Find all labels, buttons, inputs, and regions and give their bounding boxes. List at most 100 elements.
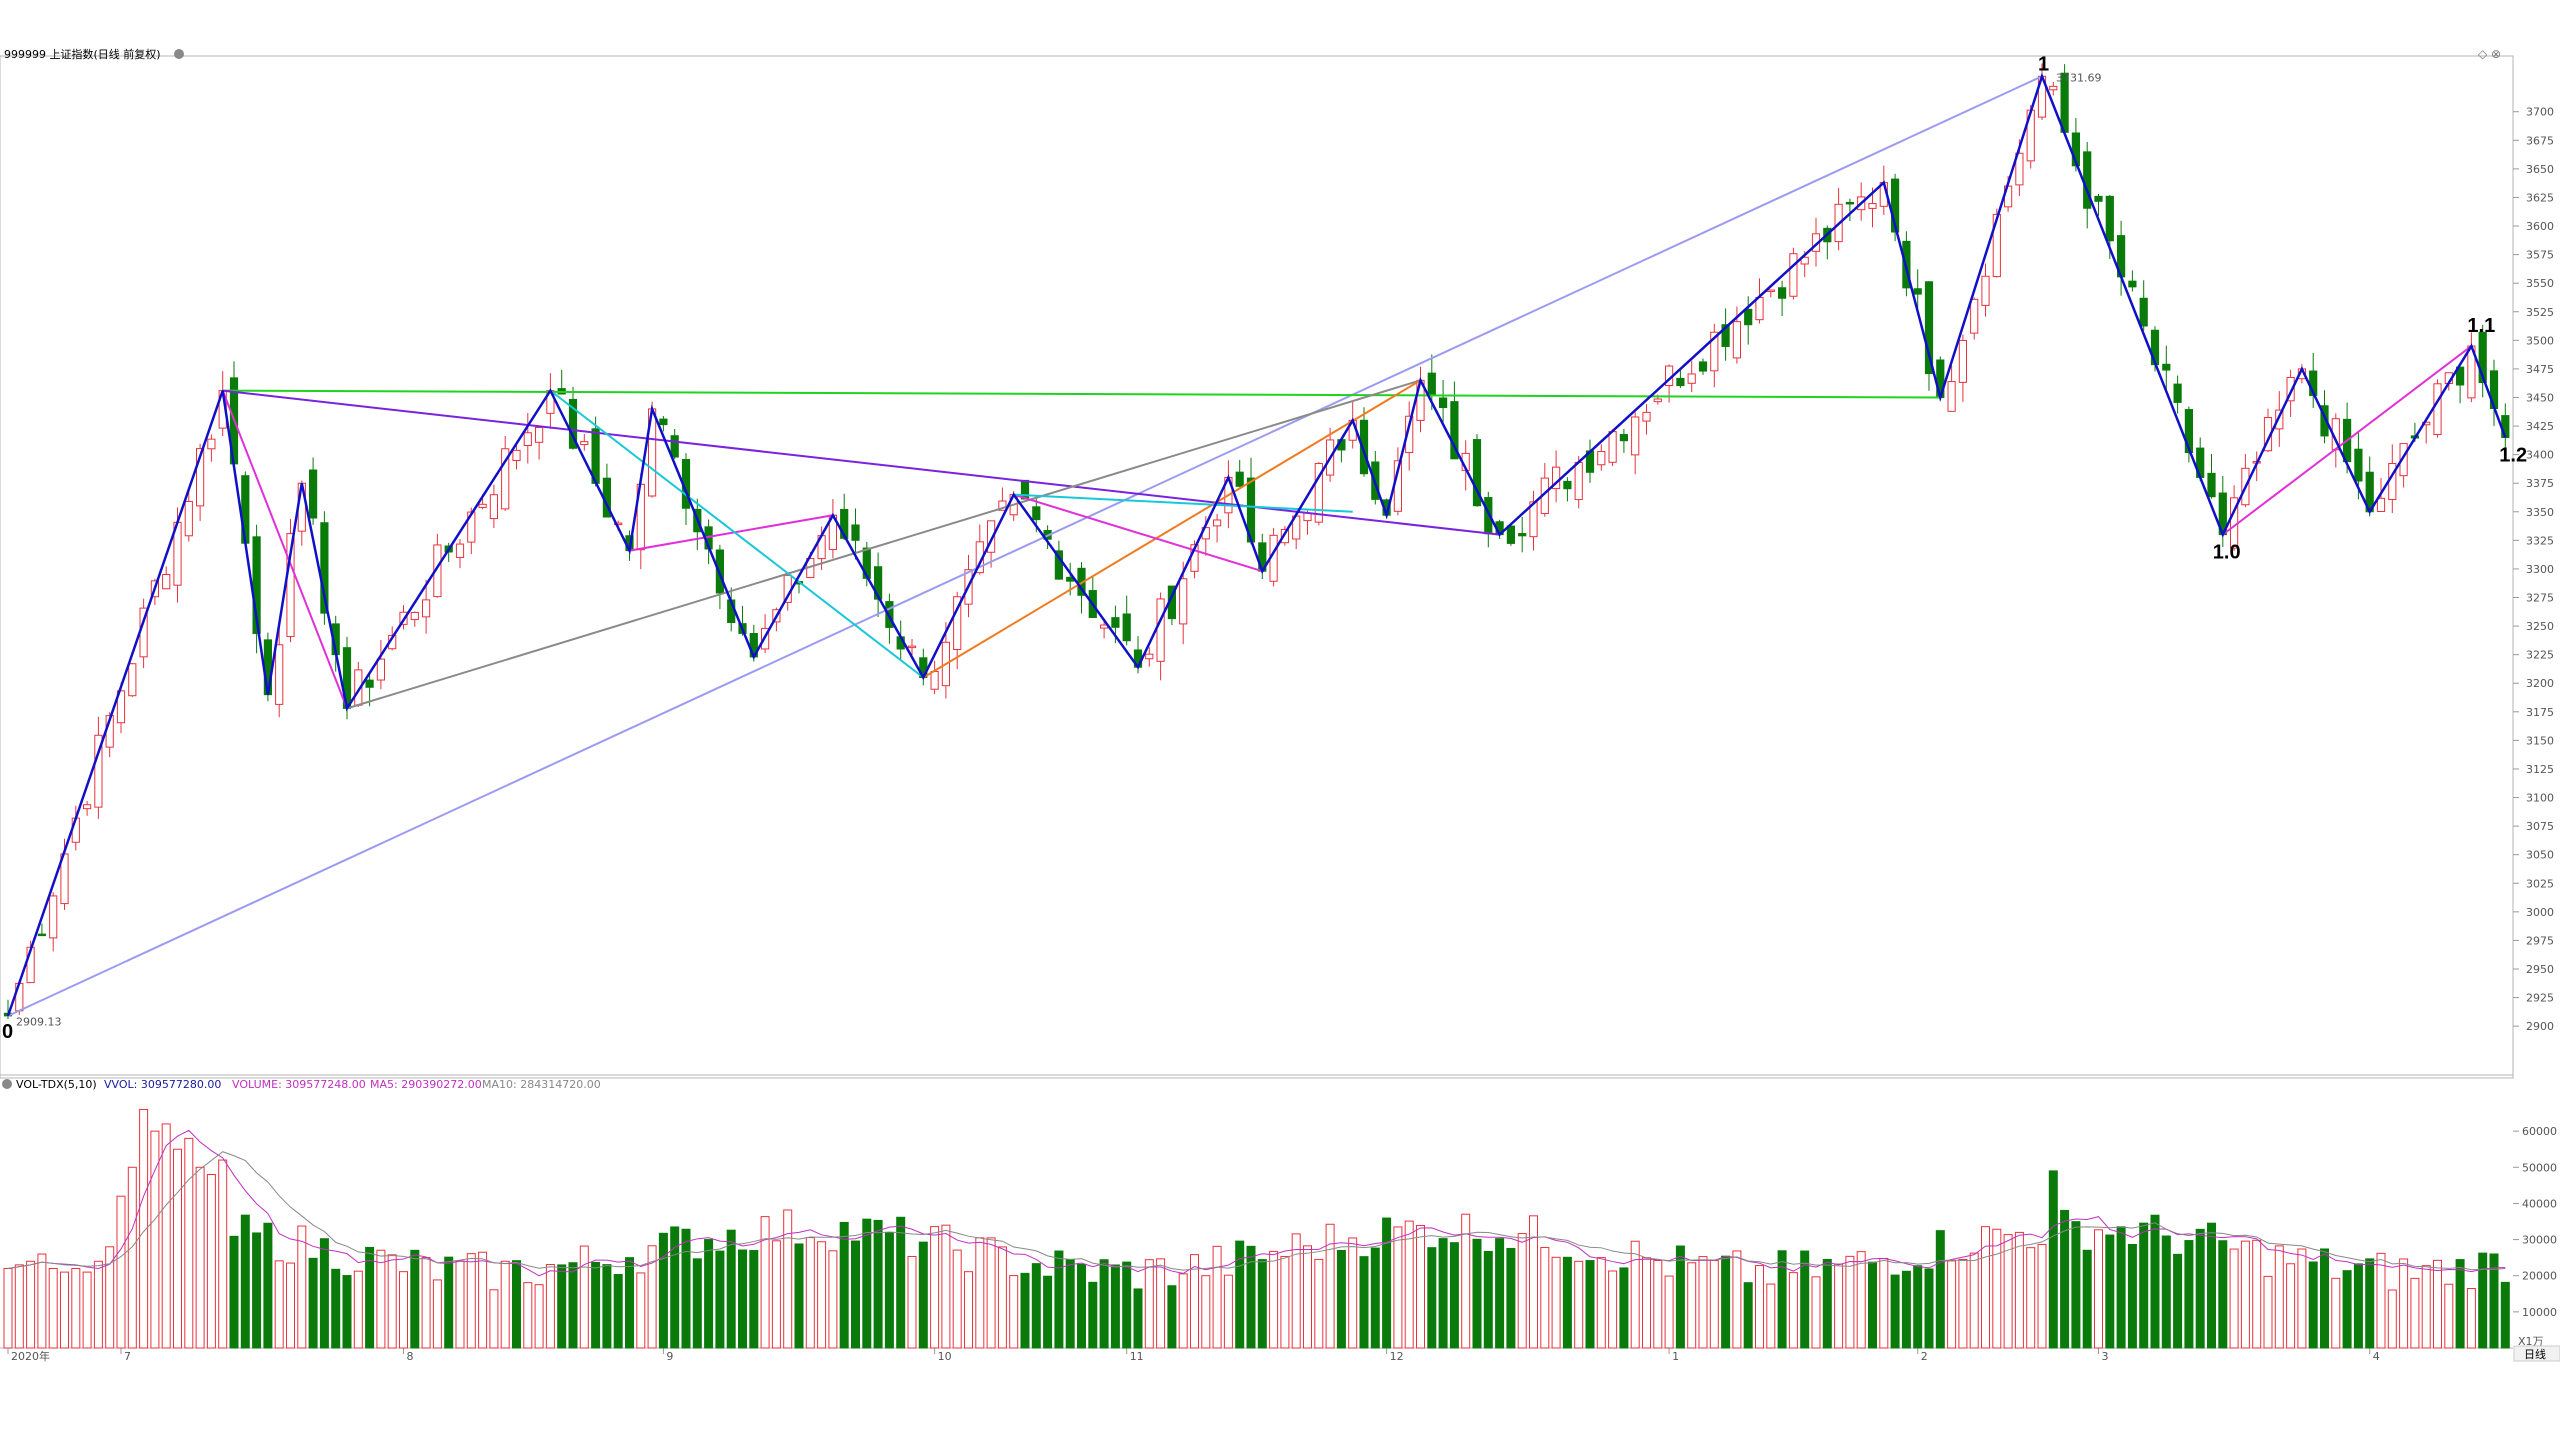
- volume-unit-label: X1万: [2518, 1335, 2544, 1348]
- volume-bar: [964, 1271, 973, 1349]
- candle-body: [998, 500, 1007, 511]
- price-tick-label: 3525: [2526, 306, 2554, 319]
- date-tick-label: 9: [666, 1350, 673, 1363]
- candle-body: [1947, 381, 1956, 412]
- volume-bar: [2173, 1253, 2183, 1349]
- volume-bar: [1540, 1247, 1550, 1349]
- candle-body: [2399, 443, 2408, 477]
- candle-body: [1179, 578, 1188, 625]
- volume-bar: [2060, 1209, 2070, 1349]
- volume-bar: [1529, 1215, 1538, 1349]
- volume-bar: [602, 1264, 612, 1349]
- date-tick-label: 2: [1921, 1350, 1928, 1363]
- candle-body: [840, 508, 849, 539]
- volume-bar: [2308, 1261, 2318, 1349]
- price-tick-label: 3600: [2526, 220, 2554, 233]
- volume-bar: [839, 1221, 849, 1349]
- volume-bar: [2116, 1226, 2126, 1349]
- pink-line-a: [221, 390, 348, 709]
- volume-bar: [794, 1243, 804, 1349]
- candle-body: [94, 734, 103, 808]
- candle-body: [2015, 152, 2024, 186]
- candle-body: [1958, 339, 1968, 383]
- volume-bar: [1698, 1256, 1708, 1349]
- volume-bar: [2455, 1259, 2465, 1349]
- volume-bar: [500, 1260, 510, 1349]
- volume-tick-label: 60000: [2522, 1125, 2557, 1138]
- volume-bar: [545, 1264, 555, 1349]
- candle-body: [49, 895, 58, 939]
- volume-bar: [1291, 1233, 1301, 1349]
- candle-body: [1156, 598, 1165, 662]
- volume-bar: [1110, 1264, 1120, 1349]
- candle-body: [1054, 550, 1064, 580]
- volume-bar: [1031, 1263, 1041, 1349]
- candle-body: [1631, 416, 1640, 456]
- date-axis: 2020年 7 8 9 10 11 12 1 2 3 4: [7, 1348, 2380, 1363]
- candle-body: [580, 441, 589, 446]
- volume-vvol: VVOL: 309577280.00: [104, 1078, 221, 1091]
- volume-indicator-name: VOL-TDX(5,10): [16, 1078, 97, 1091]
- candle-body: [1970, 298, 1979, 334]
- date-tick-label: 3: [2102, 1350, 2109, 1363]
- volume-bar: [2274, 1245, 2284, 1349]
- volume-bar: [1427, 1247, 1437, 1349]
- volume-bar: [2240, 1240, 2250, 1349]
- price-tick-label: 3550: [2526, 277, 2554, 290]
- volume-settings-icon[interactable]: [2, 1079, 12, 1089]
- volume-bar: [195, 1166, 205, 1349]
- cyan-line-a: [549, 389, 924, 679]
- volume-bar: [2195, 1228, 2205, 1349]
- candle-body: [478, 503, 487, 508]
- pink-line-b: [629, 514, 834, 552]
- candle-body: [535, 426, 544, 443]
- price-tick-label: 3025: [2526, 877, 2554, 890]
- period-button[interactable]: [2513, 1345, 2560, 1362]
- volume-bar: [150, 1130, 160, 1349]
- date-tick-label: 4: [2373, 1350, 2380, 1363]
- price-tick-label: 3575: [2526, 249, 2554, 262]
- candle-body: [2162, 363, 2171, 371]
- candle-body: [1800, 256, 1809, 265]
- volume-bar: [1144, 1259, 1154, 1349]
- price-tick-label: 3000: [2526, 906, 2554, 919]
- price-tick-label: 3400: [2526, 449, 2554, 462]
- candle-body: [2376, 497, 2386, 513]
- volume-bar: [2150, 1214, 2160, 1349]
- volume-bar: [489, 1289, 499, 1349]
- candle-body: [1619, 434, 1629, 442]
- volume-bar: [1992, 1228, 2002, 1349]
- volume-bar: [3, 1267, 13, 1349]
- volume-bar: [2014, 1231, 2024, 1349]
- volume-bar: [1619, 1267, 1629, 1349]
- volume-bar: [60, 1271, 69, 1349]
- panel-scroll-icon[interactable]: ◇ ⊗: [2478, 47, 2501, 61]
- date-tick-label: 8: [407, 1350, 414, 1363]
- volume-bar: [1416, 1225, 1425, 1349]
- volume-bar: [1981, 1226, 1990, 1349]
- volume-bar: [1913, 1265, 1923, 1349]
- candle-body: [568, 398, 578, 449]
- price-tick-label: 3150: [2526, 734, 2554, 747]
- price-tick-label: 3250: [2526, 620, 2554, 633]
- volume-bar: [2127, 1243, 2137, 1349]
- period-button-label[interactable]: 日线: [2524, 1347, 2546, 1361]
- candle-body: [1744, 308, 1753, 326]
- volume-bar: [387, 1254, 397, 1349]
- drawing-overlays: [6, 72, 2507, 1017]
- candlesticks: [3, 63, 2510, 1020]
- candle-body: [1766, 289, 1775, 293]
- date-tick-label: 12: [1390, 1350, 1404, 1363]
- volume-bar: [1212, 1245, 1222, 1349]
- candle-body: [1653, 398, 1662, 403]
- candle-body: [1721, 324, 1730, 347]
- volume-bar: [1901, 1270, 1911, 1349]
- volume-bar: [71, 1267, 81, 1349]
- title-settings-icon[interactable]: [174, 49, 184, 59]
- candle-body: [1235, 471, 1244, 487]
- volume-bar: [625, 1257, 634, 1349]
- volume-bar: [1461, 1213, 1471, 1349]
- volume-bar: [1608, 1270, 1618, 1349]
- volume-bar: [613, 1273, 623, 1349]
